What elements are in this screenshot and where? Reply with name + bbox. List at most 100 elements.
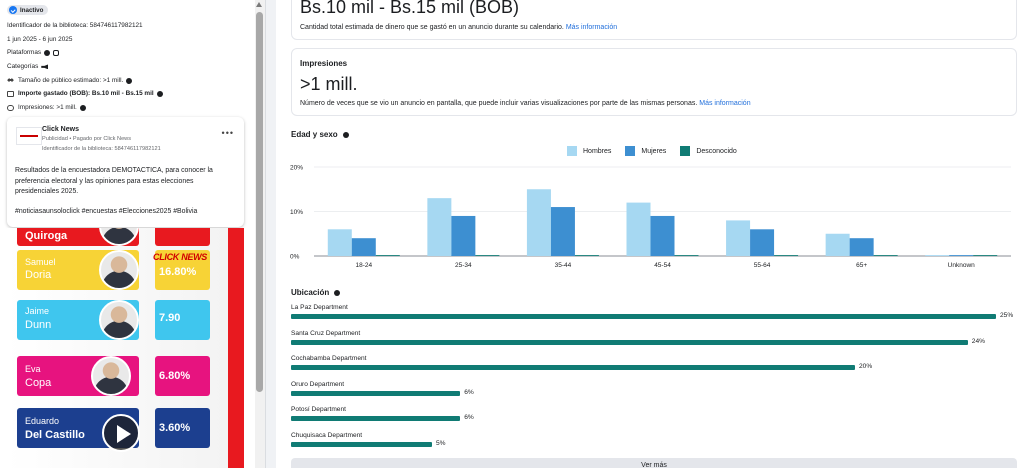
- scroll-up-icon[interactable]: [256, 2, 263, 8]
- people-icon: [7, 77, 14, 84]
- status-label: Inactivo: [20, 6, 44, 14]
- bar-mujeres[interactable]: [949, 255, 974, 256]
- legend-item[interactable]: Mujeres: [625, 146, 666, 156]
- location-name: Santa Cruz Department: [291, 329, 361, 337]
- ad-creative-video[interactable]: Quiroga Samuel Doria 16.80% CLICK NEWS J…: [7, 228, 244, 468]
- ad-insights-panel: Bs.10 mil - Bs.15 mil (BOB) Cantidad tot…: [276, 0, 1024, 468]
- legend-swatch-desconocido: [680, 146, 691, 156]
- bar-hombres[interactable]: [327, 229, 352, 256]
- date-range: 1 jun 2025 - 6 jun 2025: [7, 35, 73, 43]
- info-icon[interactable]: [126, 77, 133, 84]
- y-tick-label: 10%: [290, 209, 303, 216]
- page-name[interactable]: Click News: [42, 126, 79, 133]
- candidate-photo: [99, 300, 139, 340]
- candidate-pct: 3.60%: [159, 422, 191, 434]
- more-info-link[interactable]: Más información: [565, 24, 618, 31]
- bar-hombres[interactable]: [427, 198, 452, 256]
- status-badge: Inactivo: [7, 5, 49, 15]
- categories-label: Categorías: [7, 63, 39, 71]
- legend-label: Mujeres: [641, 147, 667, 155]
- info-icon[interactable]: [342, 131, 349, 138]
- bar-hombres[interactable]: [825, 233, 850, 256]
- ad-preview-card: Click News Publicidad • Pagado por Click…: [7, 117, 244, 227]
- bar-desconocido[interactable]: [774, 255, 799, 256]
- ad-meta: Inactivo Identificador de la biblioteca:…: [7, 5, 251, 115]
- candidate-first-name: Jaime: [25, 306, 50, 316]
- bar-hombres[interactable]: [626, 202, 651, 256]
- candidate-last-name: Copa: [25, 377, 52, 389]
- more-info-link[interactable]: Más información: [699, 100, 751, 107]
- candidate-last-name: Doria: [25, 269, 52, 281]
- candidate-pct: 7.90: [159, 312, 181, 324]
- bar-mujeres[interactable]: [650, 215, 675, 256]
- location-name: Cochabamba Department: [291, 355, 367, 362]
- bar-mujeres[interactable]: [351, 238, 376, 256]
- candidate-pct-box: 16.80%: [155, 250, 210, 290]
- money-icon: [7, 91, 14, 98]
- creative-red-bar: [228, 228, 244, 468]
- candidate-pct: 16.80%: [159, 266, 197, 278]
- location-name: La Paz Department: [291, 304, 348, 311]
- platforms-label: Plataformas: [7, 49, 42, 57]
- bar-hombres[interactable]: [925, 255, 950, 256]
- info-icon[interactable]: [156, 91, 163, 98]
- location-pct: 25%: [1000, 312, 1014, 319]
- location-bar: [291, 339, 968, 345]
- x-tick-label: 25-34: [455, 262, 472, 269]
- instagram-icon: [53, 50, 60, 57]
- location-pct: 5%: [436, 439, 446, 447]
- info-icon[interactable]: [79, 104, 86, 111]
- clicknews-logo: CLICK NEWS: [153, 252, 207, 262]
- legend-swatch-hombres: [567, 146, 577, 156]
- location-name: Potosí Department: [291, 406, 346, 413]
- play-icon[interactable]: [102, 414, 140, 452]
- scrollbar-thumb[interactable]: [256, 12, 263, 392]
- candidate-last-name: Dunn: [25, 319, 52, 331]
- info-icon[interactable]: [334, 289, 341, 296]
- sponsor-line: Publicidad • Pagado por Click News: [42, 136, 132, 142]
- amount-spent-description: Cantidad total estimada de dinero que se…: [300, 24, 617, 31]
- page-logo[interactable]: [16, 127, 42, 145]
- amount-spent-box: Bs.10 mil - Bs.15 mil (BOB) Cantidad tot…: [291, 0, 1017, 40]
- location-pct: 24%: [971, 337, 985, 345]
- legend-item[interactable]: Desconocido: [680, 146, 737, 156]
- x-tick-label: Unknown: [948, 262, 975, 269]
- candidate-first-name: Eduardo: [25, 416, 60, 426]
- candidate-pct-box: 3.60%: [155, 408, 210, 448]
- impressions-description: Número de veces que se vio un anuncio en…: [300, 100, 751, 107]
- more-options-icon[interactable]: •••: [221, 128, 234, 138]
- candidate-pct-box: [155, 228, 210, 246]
- see-more-button[interactable]: Ver más: [291, 458, 1017, 468]
- location-pct: 6%: [464, 388, 474, 396]
- candidate-last-name: Quiroga: [25, 230, 68, 242]
- bar-hombres[interactable]: [726, 220, 751, 256]
- bar-mujeres[interactable]: [451, 215, 476, 256]
- impressions-box: Impresiones >1 mill. Número de veces que…: [291, 48, 1017, 116]
- amount-spent-row: Importe gastado (BOB): Bs.10 mil - Bs.15…: [7, 87, 251, 101]
- location-bar: [291, 416, 461, 421]
- bar-desconocido[interactable]: [973, 255, 998, 256]
- bar-desconocido[interactable]: [475, 255, 500, 256]
- x-tick-label: 55-64: [754, 262, 771, 269]
- facebook-icon: [44, 50, 51, 57]
- x-tick-label: 18-24: [355, 262, 372, 269]
- bar-hombres[interactable]: [526, 189, 551, 256]
- legend-label: Desconocido: [696, 147, 737, 155]
- bar-desconocido[interactable]: [375, 255, 400, 256]
- bar-mujeres[interactable]: [750, 229, 775, 256]
- check-icon: [9, 6, 17, 14]
- legend-item[interactable]: Hombres: [567, 146, 611, 156]
- location-bar: [291, 365, 855, 370]
- bar-mujeres[interactable]: [550, 207, 575, 256]
- bar-desconocido[interactable]: [873, 255, 898, 256]
- bar-desconocido[interactable]: [674, 255, 699, 256]
- candidate-photo: [99, 250, 139, 290]
- candidate-pct: 6.80%: [159, 370, 191, 382]
- bar-mujeres[interactable]: [849, 238, 874, 256]
- candidate-first-name: Samuel: [25, 257, 56, 267]
- platforms-row: Plataformas: [7, 46, 251, 60]
- bar-desconocido[interactable]: [574, 255, 599, 256]
- audience-size: Tamaño de público estimado: >1 mill.: [18, 76, 124, 84]
- legend-label: Hombres: [583, 147, 612, 155]
- ad-hashtags: #noticiasaunsoloclick #encuestas #Elecci…: [15, 208, 198, 215]
